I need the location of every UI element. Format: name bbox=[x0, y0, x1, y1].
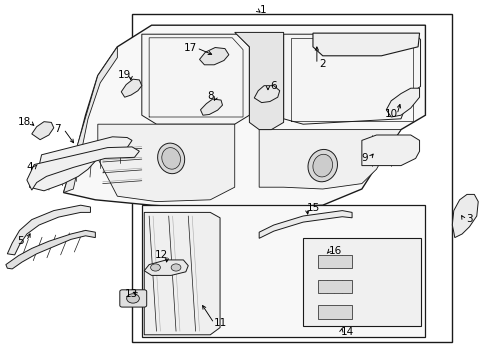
Text: 4: 4 bbox=[26, 162, 33, 172]
Text: 19: 19 bbox=[118, 70, 131, 80]
Polygon shape bbox=[451, 194, 477, 238]
Polygon shape bbox=[29, 137, 132, 191]
Text: 14: 14 bbox=[340, 327, 353, 337]
Text: 18: 18 bbox=[18, 117, 31, 127]
Polygon shape bbox=[259, 211, 351, 238]
Polygon shape bbox=[303, 238, 420, 326]
Text: 3: 3 bbox=[465, 214, 472, 224]
Text: 9: 9 bbox=[360, 153, 367, 163]
Text: 7: 7 bbox=[54, 124, 61, 134]
Text: 12: 12 bbox=[154, 250, 168, 260]
Polygon shape bbox=[7, 205, 90, 255]
Bar bbox=[317, 255, 351, 268]
Ellipse shape bbox=[162, 148, 180, 169]
Polygon shape bbox=[259, 130, 400, 189]
Polygon shape bbox=[142, 34, 249, 124]
Circle shape bbox=[150, 264, 160, 271]
Polygon shape bbox=[63, 47, 117, 193]
Text: 17: 17 bbox=[183, 43, 197, 53]
Polygon shape bbox=[27, 147, 139, 190]
Text: 2: 2 bbox=[319, 59, 325, 69]
Polygon shape bbox=[200, 99, 222, 115]
Polygon shape bbox=[254, 86, 279, 103]
Polygon shape bbox=[98, 124, 234, 202]
Polygon shape bbox=[234, 32, 283, 130]
Polygon shape bbox=[142, 205, 425, 337]
Text: 16: 16 bbox=[327, 246, 341, 256]
FancyBboxPatch shape bbox=[120, 290, 146, 307]
Ellipse shape bbox=[157, 143, 184, 174]
Polygon shape bbox=[283, 34, 420, 124]
Text: 13: 13 bbox=[124, 289, 138, 300]
Ellipse shape bbox=[307, 149, 337, 182]
Polygon shape bbox=[386, 88, 419, 117]
Text: 5: 5 bbox=[17, 236, 24, 246]
Polygon shape bbox=[144, 212, 220, 335]
Polygon shape bbox=[361, 135, 419, 166]
Polygon shape bbox=[63, 25, 425, 209]
Polygon shape bbox=[312, 33, 419, 56]
Text: 10: 10 bbox=[384, 109, 397, 120]
Polygon shape bbox=[6, 230, 95, 269]
Bar bbox=[317, 280, 351, 293]
Circle shape bbox=[126, 294, 139, 303]
Text: 8: 8 bbox=[206, 91, 213, 102]
Polygon shape bbox=[132, 14, 451, 342]
Polygon shape bbox=[199, 48, 228, 65]
Text: 15: 15 bbox=[305, 203, 319, 213]
Polygon shape bbox=[32, 122, 54, 140]
Bar bbox=[317, 305, 351, 319]
Polygon shape bbox=[121, 79, 142, 97]
Text: 1: 1 bbox=[259, 5, 266, 15]
Ellipse shape bbox=[312, 154, 332, 177]
Circle shape bbox=[171, 264, 181, 271]
Text: 6: 6 bbox=[270, 81, 277, 91]
Text: 11: 11 bbox=[213, 318, 226, 328]
Polygon shape bbox=[144, 260, 188, 275]
